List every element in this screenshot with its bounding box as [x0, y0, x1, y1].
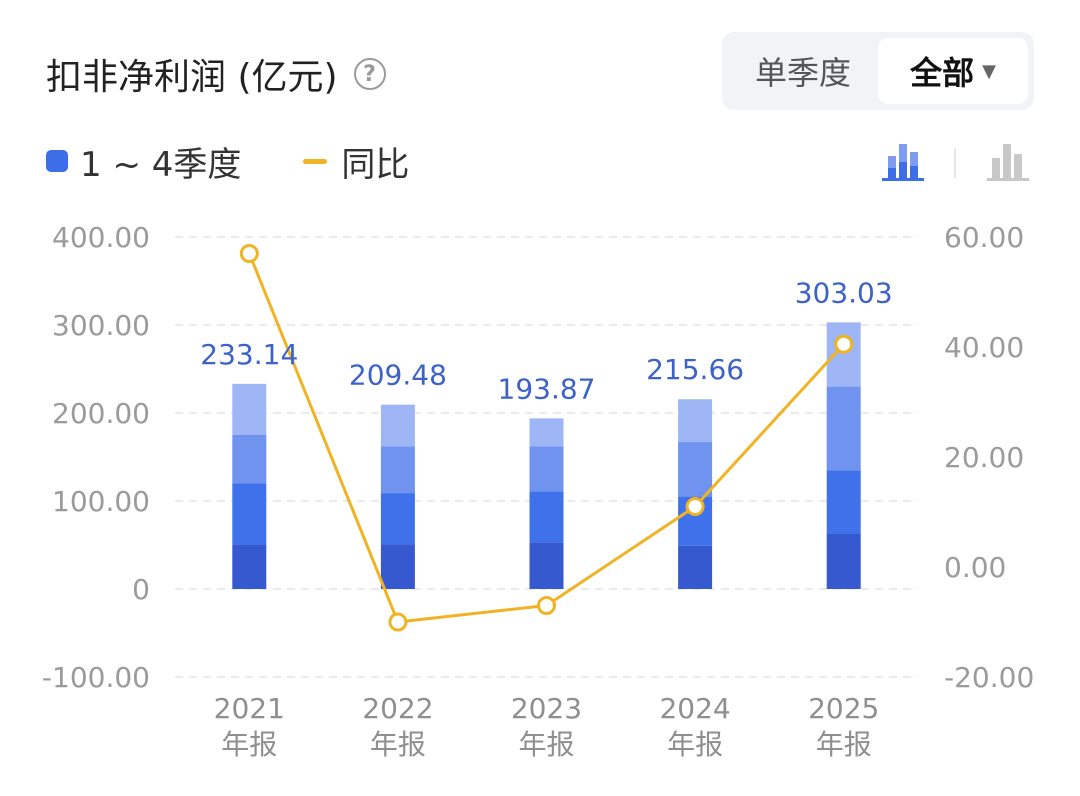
bar-value-label: 303.03	[795, 276, 893, 309]
yoy-point	[685, 497, 705, 516]
bar-segment	[380, 446, 415, 494]
bar-value-label: 233.14	[200, 338, 298, 371]
bar-segment	[529, 446, 564, 492]
chart-view-switcher	[882, 144, 1029, 181]
bar-value-label: 209.48	[349, 359, 447, 392]
chart-header: 扣非净利润 (亿元) ?	[46, 48, 386, 100]
y-left-tick-label: 0	[132, 573, 150, 606]
bar-segment	[232, 383, 267, 435]
bar-segment	[529, 542, 564, 589]
bar-segment	[826, 322, 861, 387]
x-tick-sublabel: 年报	[221, 728, 277, 761]
bar-segment	[232, 545, 267, 589]
bar-value-label: 193.87	[498, 372, 596, 405]
yoy-point	[834, 334, 854, 354]
y-left-tick-label: 300.00	[52, 309, 150, 342]
x-tick-sublabel: 年报	[370, 728, 426, 761]
legend-bar-swatch	[46, 150, 68, 172]
bar-segment	[529, 491, 564, 543]
caret-down-icon: ▼	[982, 60, 996, 82]
bar-segment	[826, 470, 861, 534]
y-right-tick-label: 20.00	[944, 441, 1024, 474]
y-right-tick-label: 60.00	[944, 221, 1024, 254]
view-divider	[954, 148, 956, 178]
x-tick-label: 2024	[659, 692, 730, 725]
bar-segment	[232, 483, 267, 545]
bar-segment	[826, 386, 861, 471]
y-left-tick-label: -100.00	[42, 661, 150, 694]
bar-value-label: 215.66	[646, 353, 744, 386]
bar-segment	[380, 404, 415, 447]
x-tick-label: 2025	[808, 692, 879, 725]
x-tick-label: 2021	[214, 692, 285, 725]
y-right-tick-label: 40.00	[944, 331, 1024, 364]
bar-segment	[529, 418, 564, 447]
period-toggle: 单季度 全部 ▼	[722, 32, 1034, 110]
y-right-tick-label: 0.00	[944, 551, 1006, 584]
bar-segment	[678, 399, 713, 443]
single-quarter-label: 单季度	[754, 54, 851, 92]
x-tick-sublabel: 年报	[816, 728, 872, 761]
bar-chart-icon[interactable]	[987, 144, 1029, 181]
legend-bar-label: 1 ~ 4季度	[80, 144, 242, 185]
chart-title: 扣非净利润 (亿元)	[46, 57, 338, 98]
legend-line-swatch	[303, 158, 328, 164]
bar-segment	[380, 493, 415, 545]
bar-segment	[678, 545, 713, 589]
single-quarter-button[interactable]: 单季度	[728, 38, 878, 104]
x-tick-label: 2022	[362, 692, 433, 725]
x-tick-sublabel: 年报	[667, 728, 723, 761]
all-periods-label: 全部	[910, 54, 975, 92]
bar-segment	[826, 533, 861, 589]
y-right-tick-label: -20.00	[944, 661, 1034, 694]
all-periods-button[interactable]: 全部 ▼	[878, 38, 1028, 104]
bar-segment	[678, 442, 713, 497]
legend-line-label: 同比	[341, 144, 410, 185]
yoy-point	[239, 244, 259, 263]
question-circle-icon[interactable]: ?	[353, 58, 386, 90]
y-left-tick-label: 100.00	[52, 485, 150, 518]
chart-legend: 1 ~ 4季度 同比	[46, 138, 410, 185]
bar-segment	[380, 544, 415, 589]
stacked-bar-chart-icon[interactable]	[882, 144, 924, 181]
yoy-point	[388, 612, 408, 632]
bar-segment	[232, 435, 267, 484]
x-tick-sublabel: 年报	[518, 728, 574, 761]
yoy-point	[537, 596, 556, 615]
y-left-tick-label: 200.00	[52, 397, 150, 430]
y-left-tick-label: 400.00	[52, 221, 150, 254]
x-tick-label: 2023	[511, 692, 582, 725]
